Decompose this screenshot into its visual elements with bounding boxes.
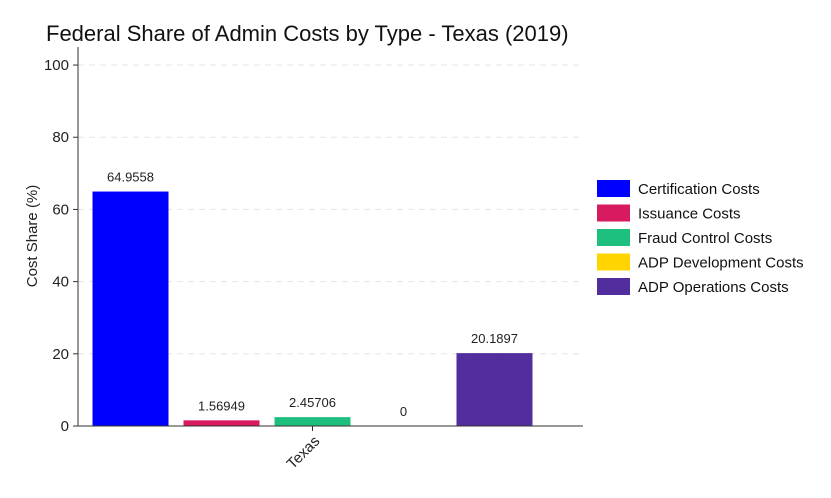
y-tick-label: 60	[52, 201, 69, 218]
bar-value-label: 0	[400, 404, 407, 419]
bar-value-label: 64.9558	[107, 170, 154, 185]
y-tick-label: 40	[52, 274, 69, 291]
legend-label: Fraud Control Costs	[638, 230, 772, 247]
x-ticks: Texas	[284, 426, 324, 473]
legend-swatch	[597, 278, 630, 295]
legend-swatch	[597, 229, 630, 246]
y-ticks: 0 20 40 60 80 100	[44, 57, 78, 435]
legend-swatch	[597, 253, 630, 271]
chart-title: Federal Share of Admin Costs by Type - T…	[46, 21, 569, 46]
bar-value-label: 2.45706	[289, 395, 336, 410]
bar	[274, 417, 351, 426]
bar-labels: 64.9558 1.56949 2.45706 0 20.1897	[107, 170, 518, 419]
x-tick-label: Texas	[284, 433, 324, 473]
legend-label: ADP Operations Costs	[638, 279, 789, 296]
legend-label: Issuance Costs	[638, 206, 741, 223]
bar	[456, 353, 533, 426]
axes	[77, 47, 583, 427]
legend-label: Certification Costs	[638, 181, 760, 198]
y-tick-label: 20	[52, 346, 69, 363]
legend: Certification Costs Issuance Costs Fraud C…	[597, 180, 804, 296]
y-tick-label: 100	[44, 57, 69, 74]
legend-swatch	[597, 180, 630, 197]
bar-value-label: 20.1897	[471, 331, 518, 346]
y-tick-label: 80	[52, 129, 69, 146]
bar-value-label: 1.56949	[198, 398, 245, 413]
bar	[183, 420, 260, 426]
bar	[92, 191, 169, 426]
legend-label: ADP Development Costs	[638, 255, 804, 272]
bars	[92, 191, 533, 426]
y-tick-label: 0	[61, 418, 69, 435]
y-axis-title: Cost Share (%)	[24, 185, 41, 288]
legend-swatch	[597, 204, 630, 222]
